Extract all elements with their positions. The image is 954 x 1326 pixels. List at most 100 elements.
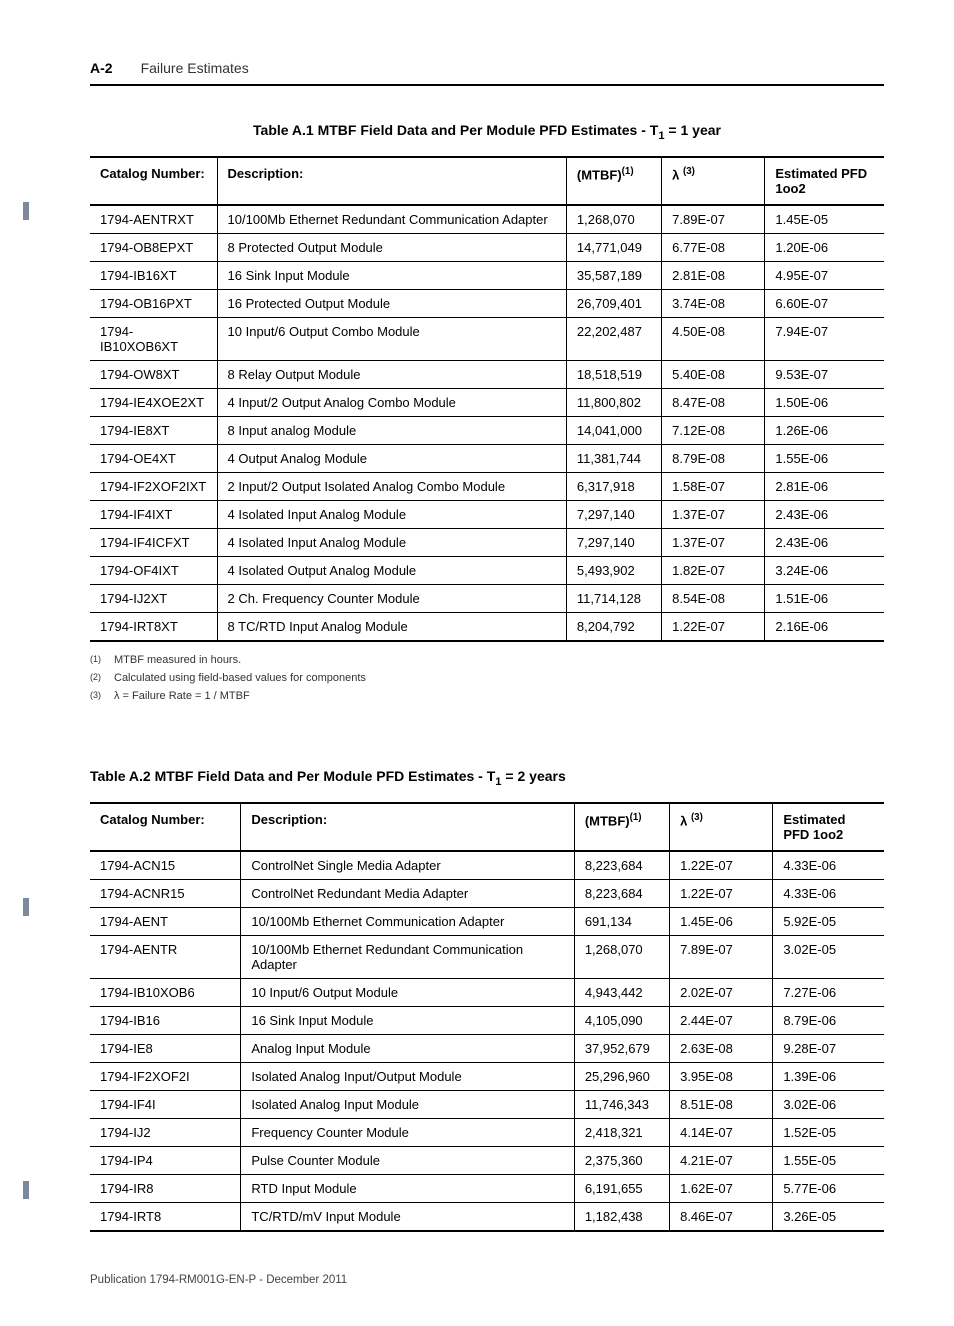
table-cell: 7.89E-07 [662,205,765,234]
table-row: 1794-IE4XOE2XT4 Input/2 Output Analog Co… [90,388,884,416]
table-cell: 8.47E-08 [662,388,765,416]
table-row: 1794-AENT10/100Mb Ethernet Communication… [90,907,884,935]
table-cell: 1794-IRT8 [90,1202,241,1231]
table-cell: 10 Input/6 Output Module [241,978,574,1006]
table-cell: 4.14E-07 [670,1118,773,1146]
col-description: Description: [217,157,566,205]
table-cell: 8 TC/RTD Input Analog Module [217,612,566,641]
table-cell: 3.24E-06 [765,556,884,584]
table-cell: 2,418,321 [574,1118,669,1146]
table-cell: 1.82E-07 [662,556,765,584]
table-cell: 1794-IE8 [90,1034,241,1062]
table-cell: 8 Input analog Module [217,416,566,444]
table-cell: 22,202,487 [566,317,661,360]
table-cell: 1794-IJ2XT [90,584,217,612]
table-cell: 691,134 [574,907,669,935]
table-cell: 4.95E-07 [765,261,884,289]
table-cell: 9.28E-07 [773,1034,884,1062]
table-cell: 1794-OE4XT [90,444,217,472]
table1-footnotes: (1)MTBF measured in hours. (2)Calculated… [90,654,884,702]
table-cell: 1794-AENT [90,907,241,935]
table-cell: 2.43E-06 [765,528,884,556]
table-cell: 16 Sink Input Module [217,261,566,289]
table-cell: 3.02E-05 [773,935,884,978]
table-cell: 7.27E-06 [773,978,884,1006]
table-cell: 4,943,442 [574,978,669,1006]
footnote-num: (3) [90,690,104,702]
footnote-text: λ = Failure Rate = 1 / MTBF [114,690,250,702]
table-cell: 1,182,438 [574,1202,669,1231]
table-cell: 1794-OB16PXT [90,289,217,317]
publication-line: Publication 1794-RM001G-EN-P - December … [90,1274,884,1286]
table1-header-row: Catalog Number: Description: (MTBF)(1) λ… [90,157,884,205]
table-cell: 1794-AENTRXT [90,205,217,234]
table-cell: 9.53E-07 [765,360,884,388]
footnote-num: (2) [90,672,104,684]
table-cell: 4,105,090 [574,1006,669,1034]
table-cell: 8 Protected Output Module [217,233,566,261]
table-cell: 1794-OB8EPXT [90,233,217,261]
table-row: 1794-IRT8XT8 TC/RTD Input Analog Module8… [90,612,884,641]
table-row: 1794-IRT8TC/RTD/mV Input Module1,182,438… [90,1202,884,1231]
table-row: 1794-AENTR10/100Mb Ethernet Redundant Co… [90,935,884,978]
table-row: 1794-OB8EPXT8 Protected Output Module14,… [90,233,884,261]
table-cell: 2.02E-07 [670,978,773,1006]
table-cell: Analog Input Module [241,1034,574,1062]
table-cell: 11,381,744 [566,444,661,472]
table-cell: 1.37E-07 [662,528,765,556]
table-cell: 8.79E-08 [662,444,765,472]
table-cell: 7,297,140 [566,528,661,556]
table-row: 1794-OF4IXT4 Isolated Output Analog Modu… [90,556,884,584]
table-cell: 6.77E-08 [662,233,765,261]
table-cell: 1794-IF4I [90,1090,241,1118]
table-cell: 4.50E-08 [662,317,765,360]
table-cell: 1.52E-05 [773,1118,884,1146]
table-cell: 1794-IB16XT [90,261,217,289]
table-cell: 18,518,519 [566,360,661,388]
table-cell: 8,223,684 [574,879,669,907]
table-cell: 1.55E-05 [773,1146,884,1174]
table-cell: 3.95E-08 [670,1062,773,1090]
col-catalog: Catalog Number: [90,803,241,851]
table1: Catalog Number: Description: (MTBF)(1) λ… [90,156,884,642]
col-description: Description: [241,803,574,851]
table-row: 1794-IP4Pulse Counter Module2,375,3604.2… [90,1146,884,1174]
table-row: 1794-IJ2Frequency Counter Module2,418,32… [90,1118,884,1146]
table-cell: 25,296,960 [574,1062,669,1090]
table-cell: 1794-IE4XOE2XT [90,388,217,416]
table-cell: 1794-IJ2 [90,1118,241,1146]
table-cell: Isolated Analog Input/Output Module [241,1062,574,1090]
table-cell: 1.62E-07 [670,1174,773,1202]
table-cell: 8,223,684 [574,851,669,880]
table-cell: 1.45E-06 [670,907,773,935]
table-cell: 6.60E-07 [765,289,884,317]
table-cell: 2.43E-06 [765,500,884,528]
table-cell: 1794-AENTR [90,935,241,978]
table2-header-row: Catalog Number: Description: (MTBF)(1) λ… [90,803,884,851]
table-row: 1794-IB1616 Sink Input Module4,105,0902.… [90,1006,884,1034]
table-cell: 1.20E-06 [765,233,884,261]
table-cell: Pulse Counter Module [241,1146,574,1174]
table-cell: 1.22E-07 [670,879,773,907]
table2: Catalog Number: Description: (MTBF)(1) λ… [90,802,884,1232]
table-cell: 1794-IP4 [90,1146,241,1174]
table-row: 1794-IR8RTD Input Module6,191,6551.62E-0… [90,1174,884,1202]
table-cell: 2.16E-06 [765,612,884,641]
table-cell: 1794-ACN15 [90,851,241,880]
table-cell: 1794-IB10XOB6XT [90,317,217,360]
table-row: 1794-IF2XOF2IXT2 Input/2 Output Isolated… [90,472,884,500]
table-cell: 2.44E-07 [670,1006,773,1034]
table-cell: 1.51E-06 [765,584,884,612]
table-cell: 6,191,655 [574,1174,669,1202]
table-cell: 4.33E-06 [773,879,884,907]
table-row: 1794-IB16XT16 Sink Input Module35,587,18… [90,261,884,289]
table2-caption: Table A.2 MTBF Field Data and Per Module… [90,768,884,788]
col-lambda: λ (3) [662,157,765,205]
table-cell: ControlNet Single Media Adapter [241,851,574,880]
table-cell: 4 Output Analog Module [217,444,566,472]
table2-body: 1794-ACN15ControlNet Single Media Adapte… [90,851,884,1231]
table-cell: RTD Input Module [241,1174,574,1202]
table-cell: 3.74E-08 [662,289,765,317]
table-cell: 1.22E-07 [662,612,765,641]
table-cell: 1.37E-07 [662,500,765,528]
